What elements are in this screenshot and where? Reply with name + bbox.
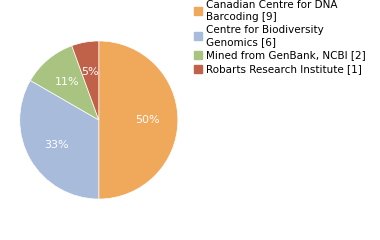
Wedge shape	[20, 80, 99, 199]
Text: 50%: 50%	[136, 115, 160, 125]
Wedge shape	[30, 46, 99, 120]
Wedge shape	[99, 41, 178, 199]
Text: 33%: 33%	[44, 139, 69, 150]
Wedge shape	[72, 41, 99, 120]
Text: 5%: 5%	[81, 67, 99, 77]
Text: 11%: 11%	[55, 78, 80, 87]
Legend: Canadian Centre for DNA
Barcoding [9], Centre for Biodiversity
Genomics [6], Min: Canadian Centre for DNA Barcoding [9], C…	[194, 0, 366, 74]
